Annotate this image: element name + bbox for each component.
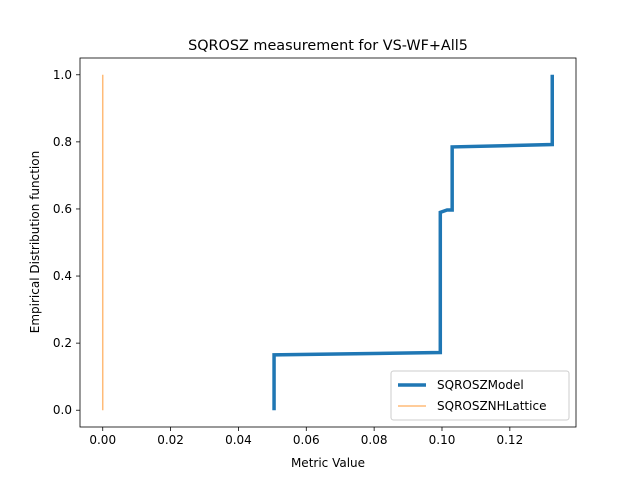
series-line-0: [272, 74, 554, 411]
legend: SQROSZModel SQROSZNHLattice: [390, 370, 570, 421]
legend-label-0: SQROSZModel: [437, 378, 524, 392]
chart-title: SQROSZ measurement for VS-WF+All5: [188, 38, 468, 54]
legend-box: [390, 370, 570, 421]
y-tick-label: 1.0: [53, 68, 72, 82]
plot-area: [79, 57, 577, 428]
y-tick-label: 0.6: [53, 202, 72, 216]
x-tick-label: 0.00: [89, 433, 116, 447]
y-tick-label: 0.8: [53, 135, 72, 149]
y-tick-label: 0.2: [53, 336, 72, 350]
x-tick-label: 0.12: [496, 433, 523, 447]
x-tick-label: 0.04: [225, 433, 252, 447]
x-tick-label: 0.02: [157, 433, 184, 447]
legend-label-1: SQROSZNHLattice: [437, 399, 546, 413]
x-tick-label: 0.06: [293, 433, 320, 447]
x-tick-label: 0.10: [429, 433, 456, 447]
y-tick-label: 0.4: [53, 269, 72, 283]
plot-frame: [79, 57, 577, 428]
y-tick-label: 0.0: [53, 403, 72, 417]
x-axis-ticks: 0.00 0.02 0.04 0.06 0.08 0.10 0.12: [89, 427, 523, 447]
y-axis-label: Empirical Distribution function: [28, 151, 42, 333]
series-layer: [101, 74, 554, 411]
x-axis-label: Metric Value: [291, 456, 365, 470]
x-tick-label: 0.08: [361, 433, 388, 447]
y-axis-ticks: 0.0 0.2 0.4 0.6 0.8 1.0: [53, 68, 80, 417]
